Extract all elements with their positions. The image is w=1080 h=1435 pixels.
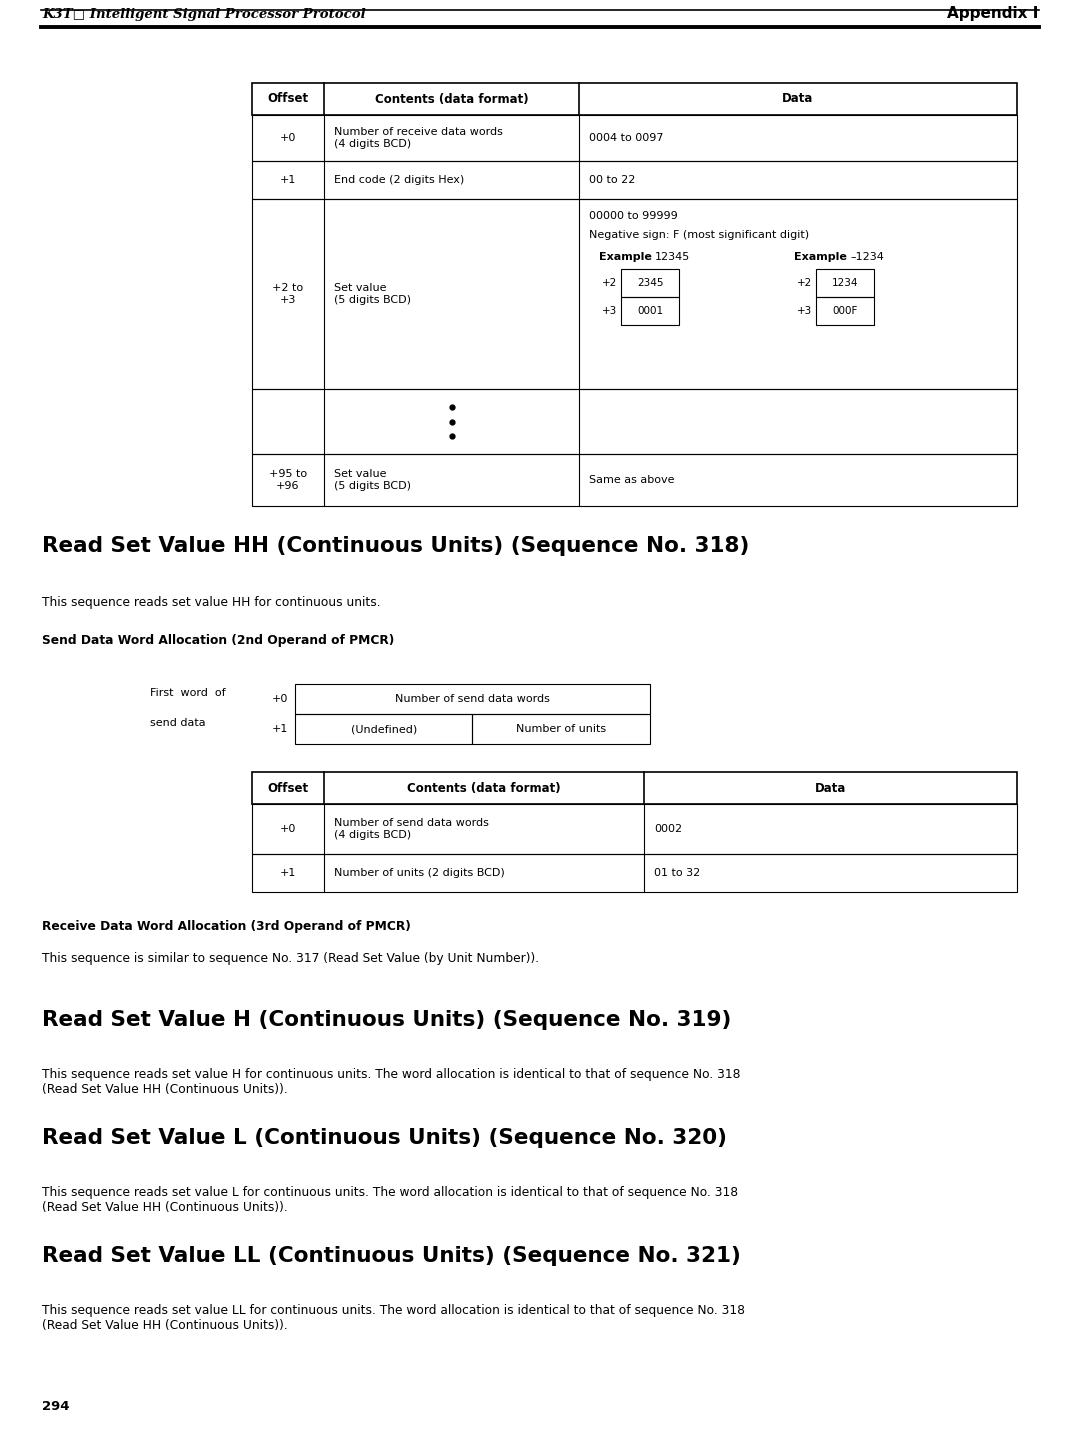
Text: This sequence reads set value L for continuous units. The word allocation is ide: This sequence reads set value L for cont… — [42, 1185, 738, 1214]
Text: 01 to 32: 01 to 32 — [654, 868, 700, 878]
Text: K3T□ Intelligent Signal Processor Protocol: K3T□ Intelligent Signal Processor Protoc… — [42, 9, 366, 22]
Text: Number of units: Number of units — [516, 725, 606, 733]
Text: This sequence reads set value HH for continuous units.: This sequence reads set value HH for con… — [42, 596, 380, 608]
Bar — [295, 684, 650, 715]
Text: Read Set Value L (Continuous Units) (Sequence No. 320): Read Set Value L (Continuous Units) (Seq… — [42, 1128, 727, 1148]
Text: +3: +3 — [602, 306, 617, 316]
Text: 1234: 1234 — [832, 278, 859, 288]
Text: Number of receive data words
(4 digits BCD): Number of receive data words (4 digits B… — [334, 128, 503, 149]
Text: +1: +1 — [280, 175, 296, 185]
Text: Data: Data — [814, 782, 847, 795]
Text: This sequence reads set value H for continuous units. The word allocation is ide: This sequence reads set value H for cont… — [42, 1068, 741, 1096]
Text: End code (2 digits Hex): End code (2 digits Hex) — [334, 175, 464, 185]
Text: Number of send data words: Number of send data words — [395, 695, 550, 705]
Text: send data: send data — [150, 718, 205, 728]
Text: First  word  of: First word of — [150, 687, 226, 697]
Text: +1: +1 — [280, 868, 296, 878]
Bar — [295, 715, 472, 743]
Bar — [252, 854, 1017, 893]
Bar — [252, 772, 1017, 804]
Text: 2345: 2345 — [637, 278, 663, 288]
Text: Offset: Offset — [268, 92, 309, 106]
Bar — [252, 83, 1017, 115]
Text: +1: +1 — [272, 725, 288, 733]
Text: This sequence reads set value LL for continuous units. The word allocation is id: This sequence reads set value LL for con… — [42, 1304, 745, 1332]
Bar — [252, 453, 1017, 507]
Text: Read Set Value HH (Continuous Units) (Sequence No. 318): Read Set Value HH (Continuous Units) (Se… — [42, 537, 750, 555]
Text: +95 to
+96: +95 to +96 — [269, 469, 307, 491]
Bar — [472, 715, 650, 743]
Text: +0: +0 — [280, 133, 296, 144]
Bar — [252, 804, 1017, 854]
Text: 0002: 0002 — [654, 824, 683, 834]
Bar — [252, 115, 1017, 161]
Text: Appendix I: Appendix I — [947, 6, 1038, 22]
Text: Example: Example — [794, 253, 847, 263]
Text: 294: 294 — [42, 1401, 69, 1413]
Text: Read Set Value H (Continuous Units) (Sequence No. 319): Read Set Value H (Continuous Units) (Seq… — [42, 1010, 731, 1030]
Text: This sequence is similar to sequence No. 317 (Read Set Value (by Unit Number)).: This sequence is similar to sequence No.… — [42, 951, 539, 964]
Text: Contents (data format): Contents (data format) — [375, 92, 528, 106]
Text: +0: +0 — [280, 824, 296, 834]
Text: +0: +0 — [272, 695, 288, 705]
Bar — [252, 199, 1017, 389]
Text: 0004 to 0097: 0004 to 0097 — [589, 133, 663, 144]
Text: +3: +3 — [797, 306, 812, 316]
Bar — [252, 161, 1017, 199]
Text: Read Set Value LL (Continuous Units) (Sequence No. 321): Read Set Value LL (Continuous Units) (Se… — [42, 1246, 741, 1266]
Bar — [252, 389, 1017, 453]
Text: +2: +2 — [797, 278, 812, 288]
Text: Send Data Word Allocation (2nd Operand of PMCR): Send Data Word Allocation (2nd Operand o… — [42, 634, 394, 647]
Text: 0001: 0001 — [637, 306, 663, 316]
Text: 00000 to 99999: 00000 to 99999 — [589, 211, 678, 221]
Bar — [621, 268, 679, 297]
Text: (Undefined): (Undefined) — [351, 725, 417, 733]
Text: 12345: 12345 — [654, 253, 690, 263]
Bar — [816, 297, 874, 324]
Text: Set value
(5 digits BCD): Set value (5 digits BCD) — [334, 283, 411, 304]
Bar — [816, 268, 874, 297]
Text: Negative sign: F (most significant digit): Negative sign: F (most significant digit… — [589, 230, 809, 240]
Text: Number of units (2 digits BCD): Number of units (2 digits BCD) — [334, 868, 504, 878]
Text: Example: Example — [599, 253, 652, 263]
Text: Number of send data words
(4 digits BCD): Number of send data words (4 digits BCD) — [334, 818, 489, 839]
Bar — [621, 297, 679, 324]
Text: Same as above: Same as above — [589, 475, 675, 485]
Text: Set value
(5 digits BCD): Set value (5 digits BCD) — [334, 469, 411, 491]
Text: +2: +2 — [602, 278, 617, 288]
Text: 00 to 22: 00 to 22 — [589, 175, 635, 185]
Text: Data: Data — [782, 92, 813, 106]
Text: –1234: –1234 — [850, 253, 883, 263]
Text: Offset: Offset — [268, 782, 309, 795]
Text: Contents (data format): Contents (data format) — [407, 782, 561, 795]
Text: 000F: 000F — [833, 306, 858, 316]
Text: Receive Data Word Allocation (3rd Operand of PMCR): Receive Data Word Allocation (3rd Operan… — [42, 920, 410, 933]
Text: +2 to
+3: +2 to +3 — [272, 283, 303, 304]
